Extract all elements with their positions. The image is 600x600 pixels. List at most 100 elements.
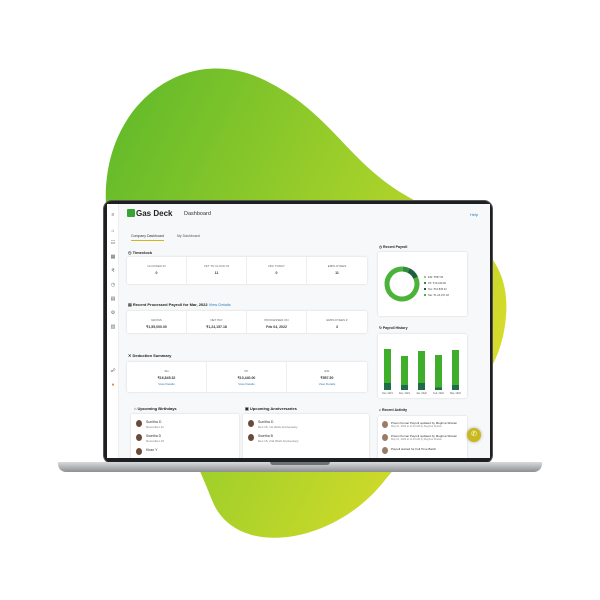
x-tick-label: Nov, 2021 [382, 392, 393, 395]
deduction-card: Tax ₹16,845.32 View Details PF ₹10,440.00 Vie… [127, 362, 367, 392]
activity-time: May 01, 2022 at 11:23 AM by Meghna Shara… [391, 425, 442, 428]
view-details-link[interactable]: View Details [238, 382, 255, 386]
chat-fab-button[interactable]: ✆ [467, 428, 481, 442]
person-name: Swetha B [258, 434, 273, 438]
stat-value: ₹10,440.00 [237, 376, 256, 380]
bar-deduction-4[interactable] [452, 385, 459, 390]
activity-text: Pravin Kumar Payroll updated by Meghna S… [391, 434, 458, 438]
timeclock-stat: CLOCKED IN 0 [127, 257, 187, 284]
stat-label: CLOCKED IN [147, 264, 166, 268]
activity-text: Pravin Kumar Payroll updated by Meghna S… [391, 421, 458, 425]
rupee-icon[interactable]: ₹ [111, 268, 115, 274]
payroll-history-card: Nov, 2021 Dec, 2021 Jan, 2022 Feb, 2022 Mar,… [378, 334, 467, 398]
notification-icon[interactable]: ☍ [110, 368, 116, 374]
legend-swatch [424, 294, 426, 296]
dashboard-screen: ≡ ⌂ ☷ ▦ ₹ ◷ ▤ ⚙ ▥ ☍ ● Gas Deck Dashboard Help Comp… [107, 204, 490, 458]
stat-label: PF [244, 369, 249, 373]
settings-icon[interactable]: ⚙ [110, 310, 116, 316]
deductions-stat: ESI ₹557.50 View Details [287, 362, 367, 392]
bar-4[interactable] [452, 350, 459, 390]
stat-value: 3 [336, 325, 338, 329]
view-details-link[interactable]: View Details [158, 382, 175, 386]
donut-slice-tax[interactable] [407, 268, 418, 280]
page-title: Dashboard [184, 211, 211, 217]
x-tick-label: Mar, 2022 [450, 392, 461, 395]
chart-icon[interactable]: ▥ [110, 324, 116, 330]
stat-value: ₹1,24,157.18 [206, 325, 227, 329]
person-name: Sunitha D [258, 420, 274, 424]
bar-2[interactable] [418, 351, 425, 390]
stat-value: 11 [335, 271, 339, 275]
laptop-notch [270, 462, 330, 465]
recent-payroll-title: ◷ Recent Payroll [379, 245, 408, 249]
x-tick-label: Dec, 2021 [399, 392, 411, 395]
avatar [382, 421, 388, 428]
stat-label: ESI [324, 369, 330, 373]
phone-icon: ✆ [471, 431, 477, 438]
legend-label: ESI: ₹557.50 [428, 275, 444, 279]
bar-deduction-1[interactable] [401, 385, 408, 390]
birthdays-title: ⌂ Upcoming Birthdays [134, 406, 177, 411]
brand-name: Gas Deck [136, 209, 173, 218]
stat-label: PROCESSED ON [264, 318, 289, 322]
payroll-title: ▤ Recent Processed Payroll for Mar, 2022… [128, 302, 231, 307]
stat-label: NET PAY [210, 318, 223, 322]
avatar [248, 420, 254, 427]
stat-value: 0 [275, 271, 278, 275]
timeclock-title: ◷ Timeclock [128, 250, 153, 255]
help-link[interactable]: Help [470, 212, 479, 217]
payroll-stat: EMPLOYEES # 3 [307, 311, 367, 333]
tab-my-dashboard[interactable]: My Dashboard [177, 234, 200, 238]
bar-0[interactable] [384, 349, 391, 390]
stat-label: YET TO CLOCK IN [203, 264, 230, 268]
bar-deduction-2[interactable] [418, 383, 425, 390]
donut-slice-pf[interactable] [402, 266, 410, 273]
stat-value: ₹557.50 [320, 376, 334, 380]
legend-swatch [424, 276, 426, 278]
person-name: Swetha D [146, 434, 162, 438]
payroll-view-details[interactable]: View Details [208, 302, 231, 307]
stat-label: EMPLOYEES # [326, 318, 348, 322]
recent-activity-title: ⌕ Recent Activity [379, 408, 408, 412]
avatar [248, 434, 254, 441]
tab-company-dashboard[interactable]: Company Dashboard [131, 234, 165, 241]
bar-3[interactable] [435, 355, 442, 390]
stat-label: EMPLOYEES [327, 264, 347, 268]
bar-deduction-0[interactable] [384, 383, 391, 390]
person-item: Swetha D November 15 [136, 433, 246, 445]
home-icon[interactable]: ⌂ [111, 228, 115, 234]
bar-deduction-3[interactable] [435, 387, 442, 391]
clock-icon[interactable]: ◷ [110, 282, 116, 288]
person-item: Swetha B Dec 16, 2nd Work Anniversary [248, 433, 358, 445]
donut-slice-net[interactable] [384, 266, 420, 302]
person-date: November 15 [146, 439, 165, 443]
activity-item: Pravin Kumar Payroll updated by Meghna S… [382, 420, 466, 432]
birthdays-card: Sunitha D November 11 Swetha D November 15 K… [131, 414, 239, 458]
person-date: Dec 15, 1st Work Anniversary [258, 425, 298, 429]
anniversaries-card: Sunitha D Dec 15, 1st Work Anniversary Swe… [243, 414, 369, 458]
payroll-history-chart: Nov, 2021 Dec, 2021 Jan, 2022 Feb, 2022 Mar,… [382, 349, 461, 395]
timeclock-stat: EMPLOYEES 11 [307, 257, 367, 284]
person-date: Dec 16, 2nd Work Anniversary [258, 439, 299, 443]
document-icon[interactable]: ▤ [110, 296, 116, 302]
legend-swatch [424, 288, 426, 290]
payroll-history-title: ↻ Payroll History [379, 326, 408, 330]
deduction-title: ✕ Deduction Summary [128, 353, 172, 358]
stat-value: 0 [155, 271, 158, 275]
avatar-icon[interactable]: ● [111, 382, 115, 388]
team-icon[interactable]: ☷ [110, 240, 116, 246]
x-tick-label: Jan, 2022 [416, 392, 427, 395]
view-details-link[interactable]: View Details [318, 382, 336, 386]
logo-icon [127, 209, 135, 217]
activity-item: Payroll started for Full Time Batch [382, 446, 466, 458]
avatar [382, 447, 388, 454]
person-name: Sunitha D [146, 420, 162, 424]
payroll-stat: NET PAY ₹1,24,157.18 [187, 311, 247, 333]
stat-label: OFF TODAY [268, 264, 285, 268]
menu-icon[interactable]: ≡ [111, 212, 115, 218]
bar-1[interactable] [401, 356, 408, 390]
logo[interactable]: Gas Deck [127, 209, 172, 218]
calendar-icon[interactable]: ▦ [110, 254, 116, 260]
timeclock-stat: OFF TODAY 0 [247, 257, 307, 284]
stat-value: ₹1,55,000.00 [146, 325, 167, 329]
